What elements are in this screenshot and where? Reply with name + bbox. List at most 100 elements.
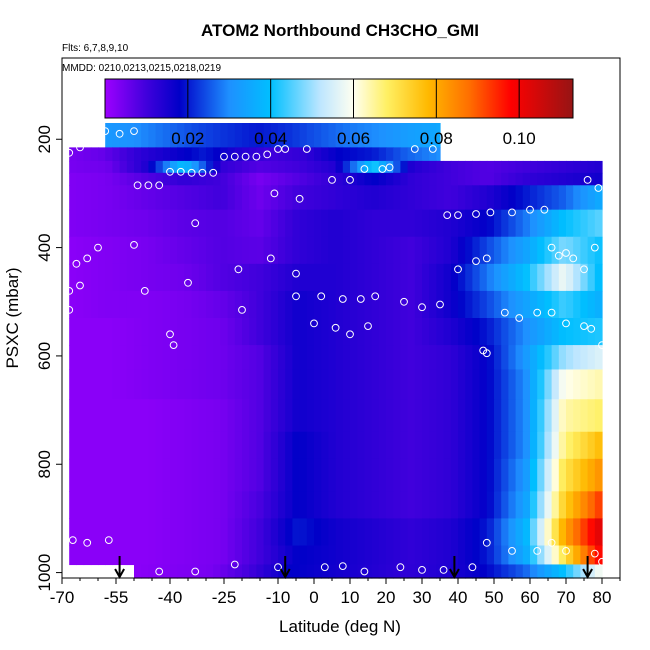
heatmap-cell [566, 185, 574, 211]
heatmap-cell [285, 123, 293, 148]
observation-point [76, 143, 84, 152]
heatmap-cell [141, 491, 149, 520]
y-tick-label: 200 [35, 125, 54, 153]
heatmap-cell [126, 209, 135, 238]
heatmap-cell [126, 123, 135, 148]
heatmap-cell [407, 123, 416, 148]
heatmap-cell [321, 491, 329, 520]
heatmap-cell [472, 545, 481, 566]
heatmap-cell [98, 160, 106, 174]
heatmap-cell [494, 491, 502, 520]
heatmap-cell [321, 147, 329, 162]
heatmap-cell [479, 185, 488, 211]
heatmap-cell [335, 564, 344, 579]
heatmap-cell [522, 399, 531, 433]
heatmap-cell [458, 399, 466, 433]
heatmap-cell [472, 564, 481, 579]
heatmap-cell [357, 147, 365, 162]
heatmap-cell [479, 545, 488, 566]
observation-point [562, 249, 570, 257]
heatmap-cell [270, 185, 279, 211]
heatmap-cell [342, 431, 351, 460]
colorbar-gradient [104, 78, 574, 119]
heatmap-cell [465, 431, 473, 460]
heatmap-cell [112, 369, 121, 400]
heatmap-cell [292, 491, 301, 520]
heatmap-cell [141, 564, 149, 579]
heatmap-cell [220, 545, 229, 566]
heatmap-cell [407, 185, 416, 211]
heatmap-cell [177, 147, 185, 162]
heatmap-cell [508, 172, 517, 186]
heatmap-cell [299, 123, 308, 148]
heatmap-cell [450, 458, 459, 492]
heatmap-cell [256, 399, 265, 433]
heatmap-cell [285, 147, 293, 162]
heatmap-cell [386, 518, 394, 547]
heatmap-cell [422, 263, 430, 292]
heatmap-cell [270, 318, 279, 346]
heatmap-cell [256, 123, 265, 148]
heatmap-cell [558, 518, 567, 547]
heatmap-cell [458, 172, 466, 186]
observation-point [547, 308, 556, 317]
heatmap-cell [371, 209, 380, 238]
heatmap-cell [278, 263, 286, 292]
heatmap-cell [69, 160, 77, 174]
heatmap-cell [76, 545, 85, 566]
heatmap-cell [530, 399, 538, 433]
heatmap-cell [198, 399, 207, 433]
heatmap-cell [263, 123, 272, 148]
heatmap-cell [227, 160, 236, 174]
heatmap-cell [350, 564, 358, 579]
heatmap-cell [105, 318, 113, 346]
heatmap-cell [472, 236, 481, 265]
heatmap-cell [90, 318, 99, 346]
heatmap-cell [213, 518, 221, 547]
heatmap-cell [537, 263, 545, 292]
heatmap-cell [299, 263, 308, 292]
heatmap-cell [472, 160, 481, 174]
heatmap-cell [119, 369, 128, 400]
heatmap-cell [278, 345, 286, 371]
heatmap-cell [422, 399, 430, 433]
heatmap-cell [407, 263, 416, 292]
observation-point [155, 181, 164, 190]
heatmap-cell [256, 431, 265, 460]
heatmap-cell [256, 369, 265, 400]
heatmap-cell [263, 236, 272, 265]
heatmap-cell [508, 185, 517, 211]
heatmap-cell [105, 160, 113, 174]
heatmap-cell [393, 491, 401, 520]
heatmap-cell [141, 431, 149, 460]
down-arrow-icon [114, 556, 125, 580]
heatmap-cell [155, 564, 164, 579]
heatmap-cell [227, 123, 236, 148]
observation-point [295, 194, 304, 203]
heatmap-cell [206, 369, 214, 400]
heatmap-cell [422, 431, 430, 460]
heatmap-cell [220, 399, 229, 433]
heatmap-cell [414, 458, 423, 492]
heatmap-cell [198, 458, 207, 492]
heatmap-cell [134, 491, 142, 520]
heatmap-cell [407, 491, 416, 520]
down-arrow-icon [582, 556, 593, 580]
heatmap-cell [537, 160, 545, 174]
heatmap-cell [429, 160, 437, 174]
heatmap-cell [90, 290, 99, 319]
heatmap-cell [306, 545, 315, 566]
heatmap-cell [206, 236, 214, 265]
heatmap-cell [249, 431, 257, 460]
heatmap-cell [234, 518, 243, 547]
heatmap-cell [378, 236, 387, 265]
heatmap-cell [436, 491, 445, 520]
heatmap-cell [314, 290, 322, 319]
heatmap-cell [566, 431, 574, 460]
heatmap-cell [263, 369, 272, 400]
heatmap-cell [472, 369, 481, 400]
heatmap-cell [126, 290, 135, 319]
heatmap-cell [148, 318, 157, 346]
observation-point [346, 330, 354, 339]
heatmap-cell [76, 160, 85, 174]
